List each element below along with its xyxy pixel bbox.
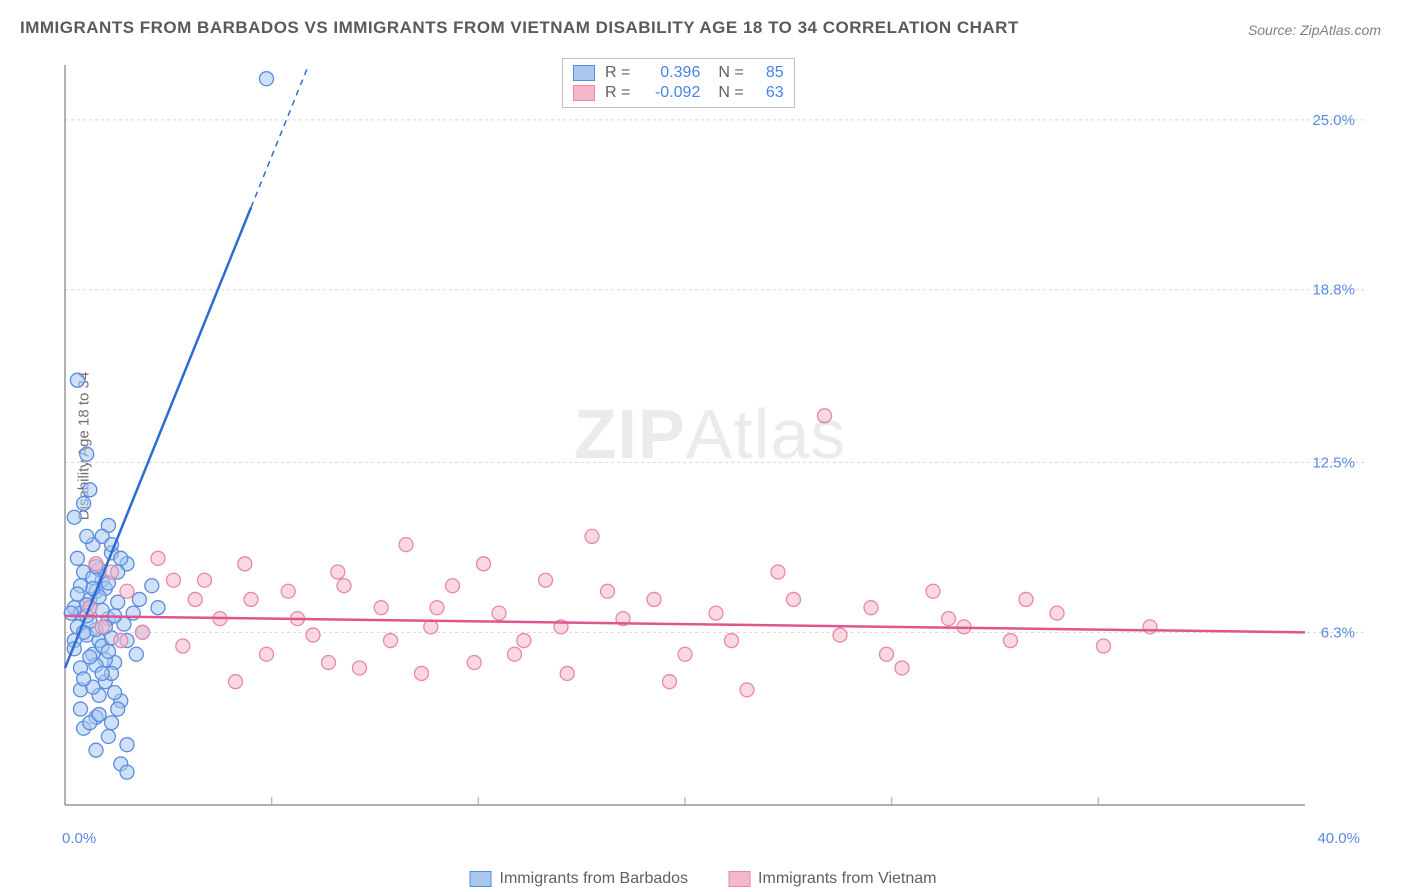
n-value: 85	[754, 64, 784, 82]
r-label: R =	[605, 64, 630, 82]
chart-title: IMMIGRANTS FROM BARBADOS VS IMMIGRANTS F…	[20, 18, 1019, 38]
bottom-legend: Immigrants from Barbados Immigrants from …	[470, 870, 937, 888]
r-value: -0.092	[640, 84, 700, 102]
legend-label: Immigrants from Barbados	[500, 870, 689, 888]
legend-label: Immigrants from Vietnam	[758, 870, 936, 888]
svg-text:12.5%: 12.5%	[1312, 454, 1355, 471]
r-value: 0.396	[640, 64, 700, 82]
stats-legend-row: R = 0.396 N = 85	[573, 63, 784, 83]
legend-swatch	[573, 65, 595, 81]
n-label: N =	[718, 84, 743, 102]
chart-container: 6.3%12.5%18.8%25.0%0.0%40.0% ZIPAtlas	[55, 55, 1365, 845]
svg-text:18.8%: 18.8%	[1312, 282, 1355, 299]
bottom-legend-item: Immigrants from Barbados	[470, 870, 689, 888]
stats-legend-box: R = 0.396 N = 85 R = -0.092 N = 63	[562, 58, 795, 108]
svg-text:25.0%: 25.0%	[1312, 112, 1355, 129]
stats-legend-row: R = -0.092 N = 63	[573, 83, 784, 103]
legend-swatch	[470, 871, 492, 887]
legend-swatch	[573, 85, 595, 101]
scatter-plot-svg: 6.3% 12.5% 18.8% 25.0% 0.0% 40.0%	[55, 55, 1365, 845]
svg-text:40.0%: 40.0%	[1317, 830, 1360, 845]
bottom-legend-item: Immigrants from Vietnam	[728, 870, 936, 888]
svg-text:6.3%: 6.3%	[1321, 624, 1355, 641]
n-label: N =	[718, 64, 743, 82]
r-label: R =	[605, 84, 630, 102]
source-attribution: Source: ZipAtlas.com	[1248, 22, 1381, 38]
svg-text:0.0%: 0.0%	[62, 830, 96, 845]
legend-swatch	[728, 871, 750, 887]
n-value: 63	[754, 84, 784, 102]
